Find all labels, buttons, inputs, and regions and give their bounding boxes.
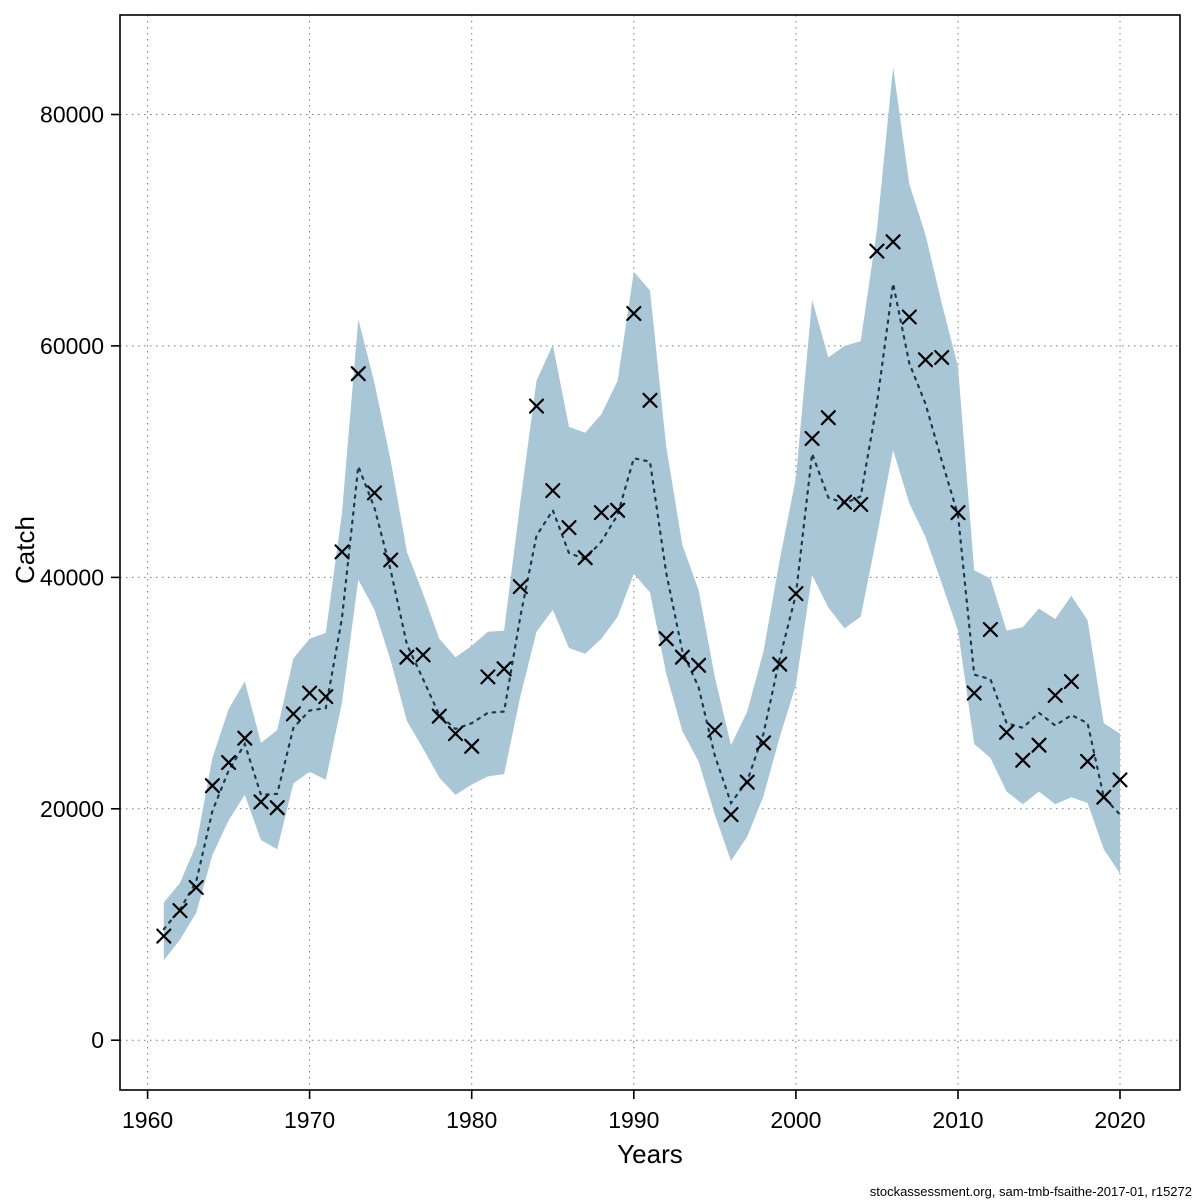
- observed-x-marker: [302, 685, 318, 701]
- observed-x-marker: [512, 579, 528, 595]
- observed-x-marker: [820, 410, 836, 426]
- observed-x-marker: [674, 649, 690, 665]
- x-tick-label: 1970: [284, 1107, 335, 1133]
- observed-x-marker: [156, 928, 172, 944]
- x-tick-label: 1960: [122, 1107, 173, 1133]
- observed-x-marker: [642, 392, 658, 408]
- observed-x-marker: [723, 807, 739, 823]
- observed-x-marker: [707, 722, 723, 738]
- y-tick-label: 20000: [40, 796, 104, 822]
- observed-x-marker: [285, 706, 301, 722]
- observed-x-marker: [188, 879, 204, 896]
- observed-x-marker: [204, 778, 220, 794]
- observed-x-marker: [366, 485, 383, 501]
- estimate-line: [162, 283, 1122, 931]
- observed-x-marker: [1096, 789, 1112, 805]
- observed-x-marker: [431, 708, 447, 724]
- x-axis-label: Years: [617, 1139, 683, 1169]
- observed-x-marker: [658, 631, 674, 647]
- observed-x-marker: [253, 794, 269, 810]
- x-tick-label: 1990: [608, 1107, 659, 1133]
- observed-x-marker: [950, 505, 966, 521]
- y-tick-label: 80000: [40, 102, 104, 128]
- observed-x-marker: [577, 550, 593, 566]
- observed-x-marker: [496, 661, 512, 677]
- observed-x-marker: [917, 352, 934, 368]
- observed-x-marker: [755, 735, 772, 751]
- observed-x-marker: [528, 398, 545, 414]
- observed-x-marker: [561, 520, 577, 536]
- observed-x-marker: [982, 621, 998, 638]
- observed-x-marker: [885, 234, 901, 250]
- observed-x-marker: [1031, 737, 1047, 753]
- observed-x-marker: [1047, 687, 1063, 703]
- y-tick-label: 40000: [40, 564, 104, 590]
- observed-x-marker: [464, 738, 480, 754]
- observed-x-marker: [447, 726, 464, 742]
- confidence-band: [163, 67, 1121, 961]
- observed-x-marker: [269, 800, 285, 816]
- x-tick-label: 2000: [770, 1107, 821, 1133]
- x-tick-label: 2020: [1094, 1107, 1145, 1133]
- grid-lines: [120, 15, 1180, 1090]
- observed-x-marker: [934, 349, 950, 366]
- observed-x-marker: [593, 505, 609, 521]
- observed-x-marker: [221, 754, 237, 771]
- observed-x-marker: [415, 647, 431, 663]
- observed-x-marker: [772, 656, 788, 672]
- observed-x-marker: [804, 430, 820, 447]
- observed-x-marker: [172, 903, 188, 919]
- y-tick-label: 60000: [40, 333, 104, 359]
- y-tick-label: 0: [91, 1027, 104, 1053]
- observed-x-marker: [836, 494, 853, 510]
- x-tick-label: 1980: [446, 1107, 497, 1133]
- observed-x-marker: [1063, 673, 1079, 690]
- observed-x-marker: [626, 305, 642, 322]
- observed-x-marker: [318, 689, 334, 705]
- plot-border: [119, 14, 1181, 1091]
- observed-x-marker: [739, 774, 755, 790]
- observed-x-marker: [350, 366, 366, 382]
- observed-x-marker: [853, 496, 869, 513]
- observed-x-marker: [480, 669, 496, 685]
- observed-markers: [156, 234, 1128, 944]
- observed-x-marker: [334, 544, 350, 560]
- y-axis-label: Catch: [10, 516, 40, 584]
- observed-x-marker: [399, 649, 415, 665]
- x-tick-label: 2010: [932, 1107, 983, 1133]
- observed-x-marker: [999, 724, 1015, 740]
- observed-x-marker: [1080, 753, 1096, 769]
- observed-x-marker: [691, 657, 707, 673]
- observed-x-marker: [1015, 752, 1031, 768]
- observed-x-marker: [1112, 772, 1128, 788]
- observed-x-marker: [788, 586, 804, 602]
- footer-credit: stockassessment.org, sam-tmb-fsaithe-201…: [870, 1184, 1192, 1199]
- observed-x-marker: [383, 552, 399, 568]
- observed-x-marker: [237, 730, 253, 746]
- axes: 1960 1970 1980 1990 2000 2010 2020 0 20000 40000 6…: [40, 102, 1146, 1134]
- observed-x-marker: [545, 483, 561, 499]
- observed-x-marker: [966, 685, 982, 701]
- observed-x-marker: [901, 309, 917, 325]
- observed-x-marker: [610, 502, 626, 518]
- observed-x-marker: [869, 243, 885, 259]
